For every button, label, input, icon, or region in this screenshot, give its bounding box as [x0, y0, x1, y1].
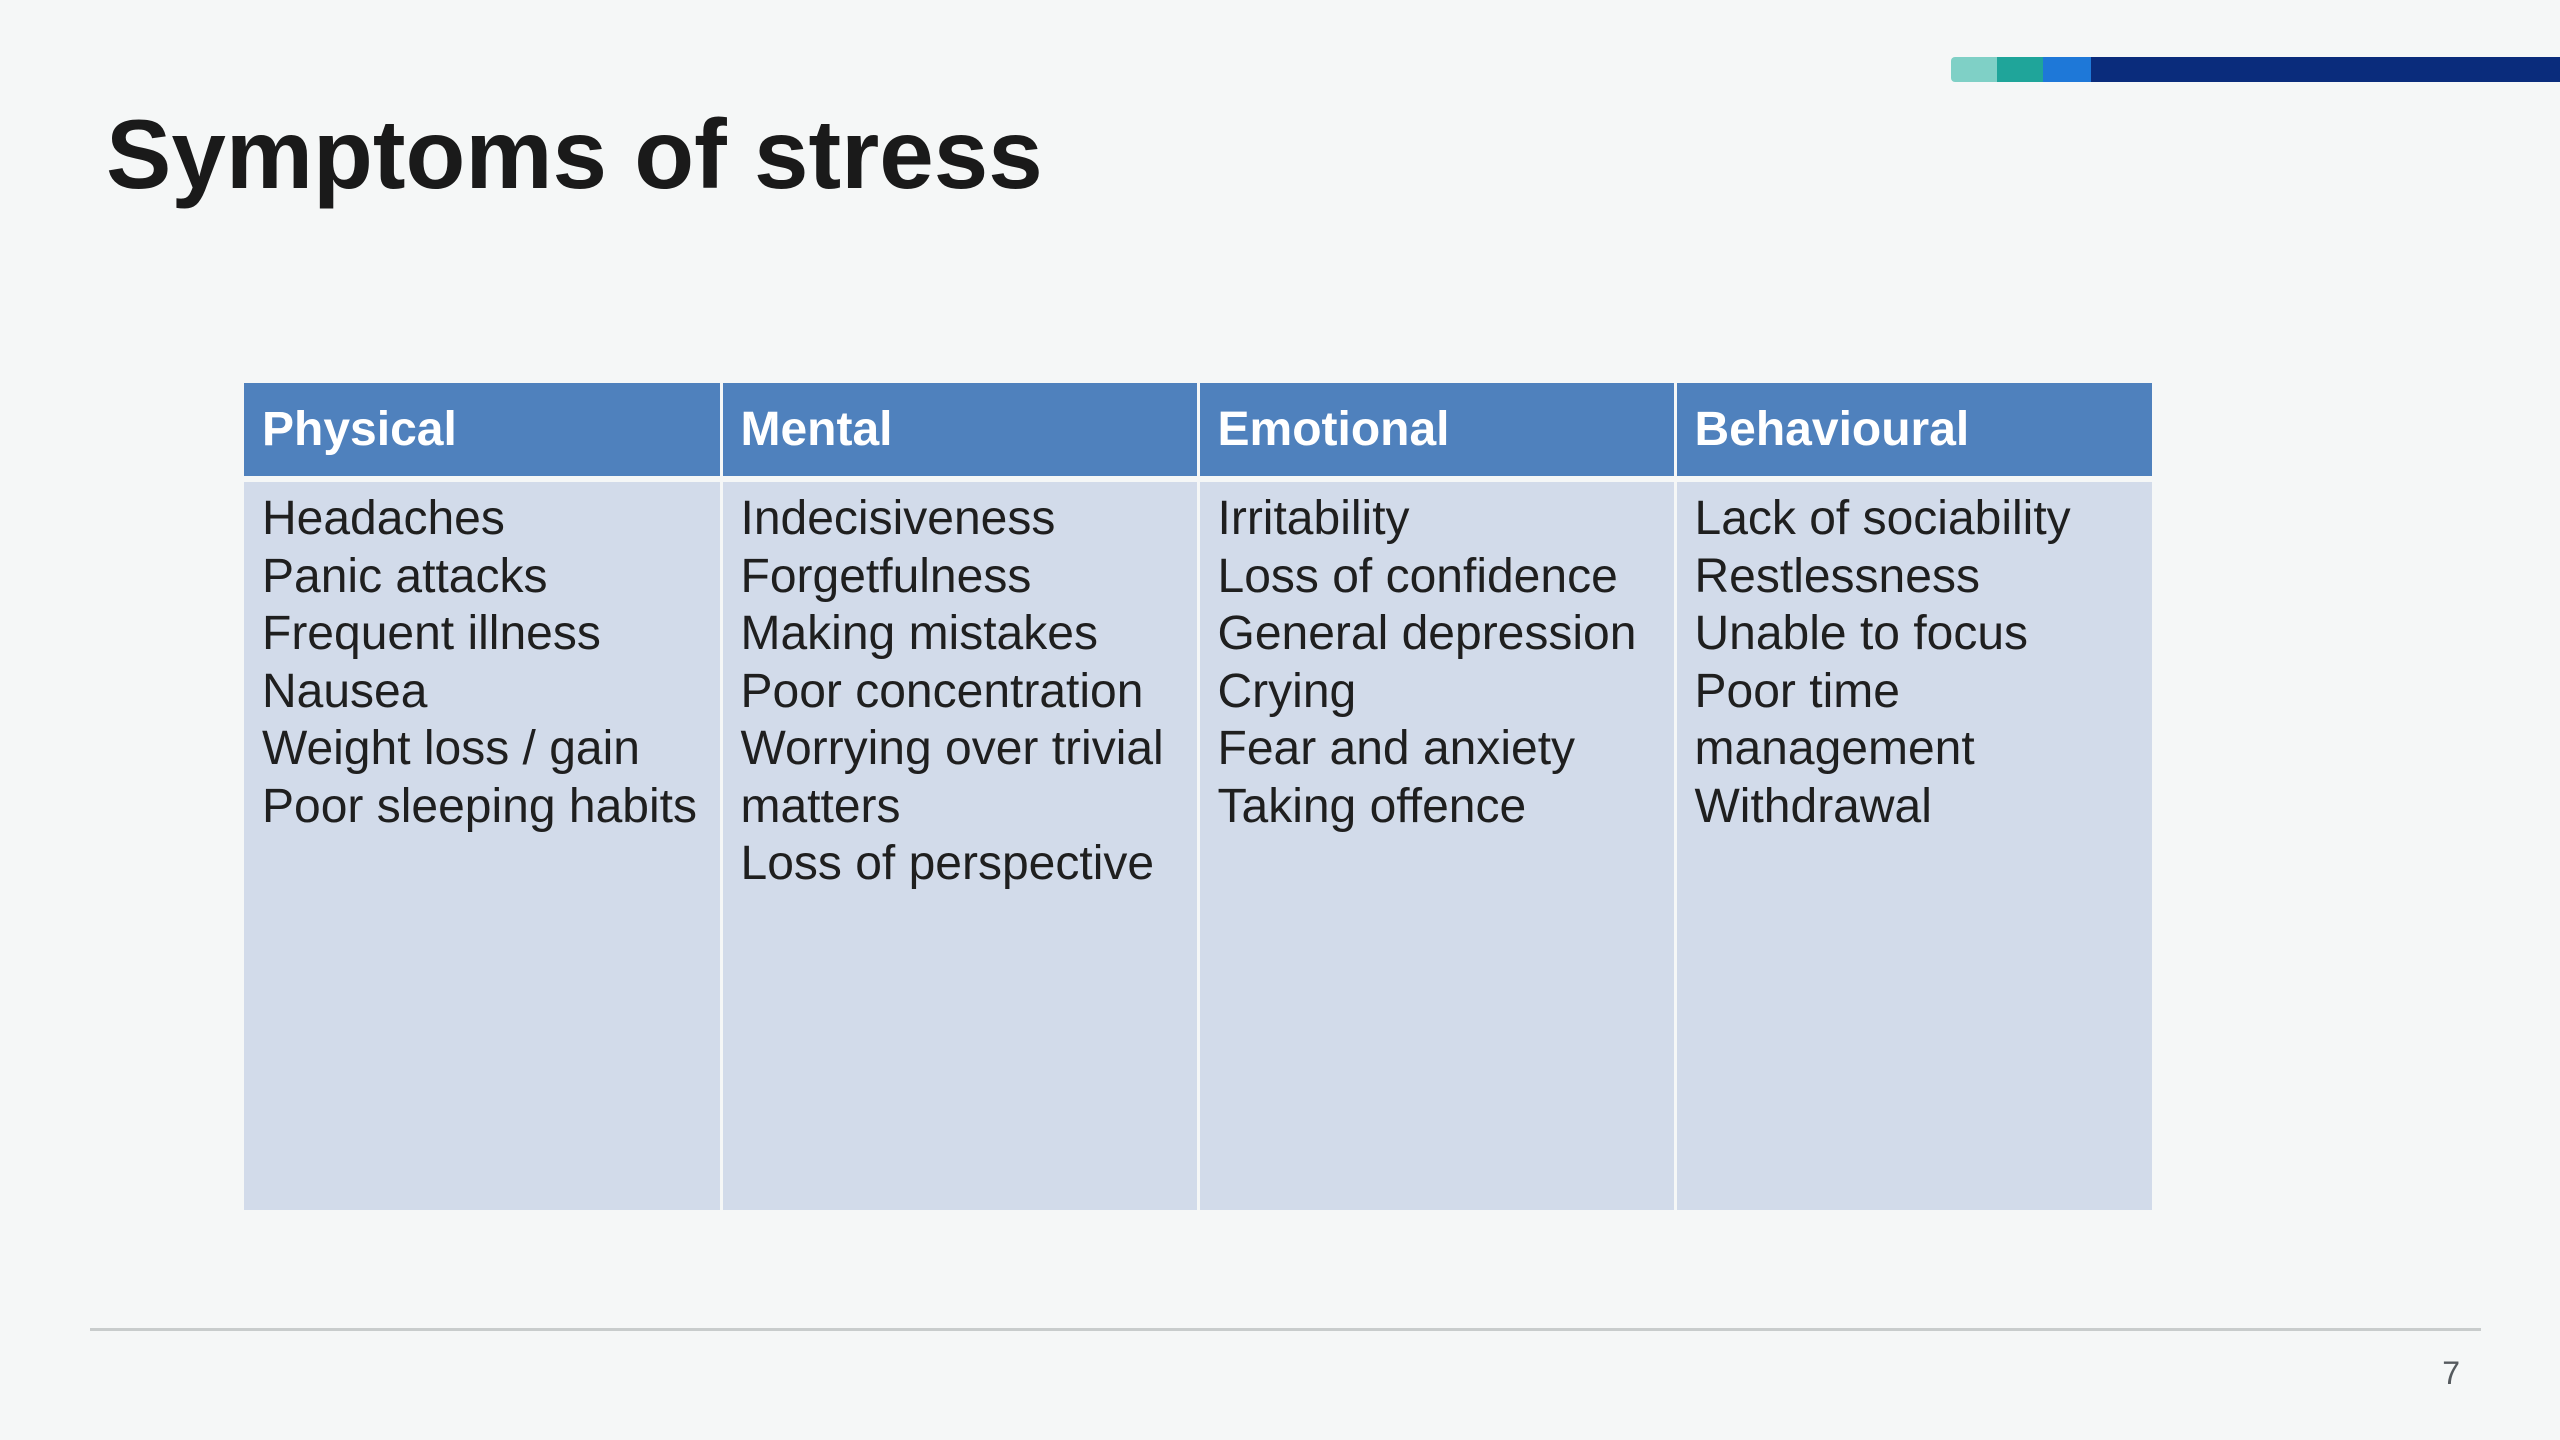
page-number: 7 — [2442, 1355, 2460, 1391]
table-header-row: Physical Mental Emotional Behavioural — [244, 383, 2152, 482]
physical-item: Nausea — [262, 664, 428, 718]
accent-segment-teal-light — [1951, 57, 1997, 82]
emotional-cell: Irritability Loss of confidence General … — [1196, 479, 1675, 1210]
physical-item: Weight loss / gain — [262, 722, 640, 775]
physical-item: Frequent illness — [262, 607, 601, 660]
accent-segment-blue — [2043, 57, 2091, 82]
mental-item: Loss of perspective — [740, 837, 1155, 890]
emotional-item: Crying — [1217, 664, 1357, 718]
physical-item: Headaches — [262, 492, 505, 545]
symptoms-table: Physical Mental Emotional Behavioural He… — [244, 383, 2152, 1210]
page-title: Symptoms of stress — [106, 99, 1043, 209]
physical-item: Poor sleeping habits — [262, 779, 697, 833]
mental-cell: Indecisiveness Forgetfulness Making mist… — [719, 479, 1198, 1210]
mental-item: Forgetfulness — [740, 549, 1032, 603]
emotional-item: General depression — [1217, 607, 1637, 660]
emotional-item: Taking offence — [1217, 779, 1527, 833]
behavioural-item: Withdrawal — [1694, 779, 1932, 833]
physical-item: Panic attacks — [262, 549, 548, 603]
mental-item: Indecisiveness — [740, 492, 1056, 545]
mental-item: Poor concentration — [740, 664, 1144, 718]
mental-item: Worrying over trivial — [740, 722, 1164, 775]
emotional-item: Irritability — [1217, 492, 1410, 545]
column-header-emotional: Emotional — [1196, 383, 1675, 482]
footer-divider — [90, 1328, 2481, 1331]
column-header-physical: Physical — [244, 383, 721, 482]
behavioural-item: Restlessness — [1694, 549, 1980, 603]
behavioural-item: management — [1694, 722, 1975, 775]
column-header-behavioural: Behavioural — [1673, 383, 2152, 482]
accent-segment-teal — [1997, 57, 2043, 82]
accent-segment-navy — [2091, 57, 2560, 82]
mental-item: Making mistakes — [740, 607, 1098, 660]
behavioural-item: Poor time — [1694, 664, 1900, 718]
mental-item: matters — [740, 779, 901, 833]
behavioural-cell: Lack of sociability Restlessness Unable … — [1673, 479, 2152, 1210]
behavioural-item: Unable to focus — [1694, 607, 2029, 660]
accent-bar — [1951, 57, 2560, 82]
table-row: Headaches Panic attacks Frequent illness… — [244, 479, 2152, 1210]
column-header-mental: Mental — [719, 383, 1198, 482]
emotional-item: Fear and anxiety — [1217, 722, 1576, 775]
behavioural-item: Lack of sociability — [1694, 492, 2071, 545]
physical-cell: Headaches Panic attacks Frequent illness… — [244, 479, 721, 1210]
emotional-item: Loss of confidence — [1217, 549, 1618, 603]
